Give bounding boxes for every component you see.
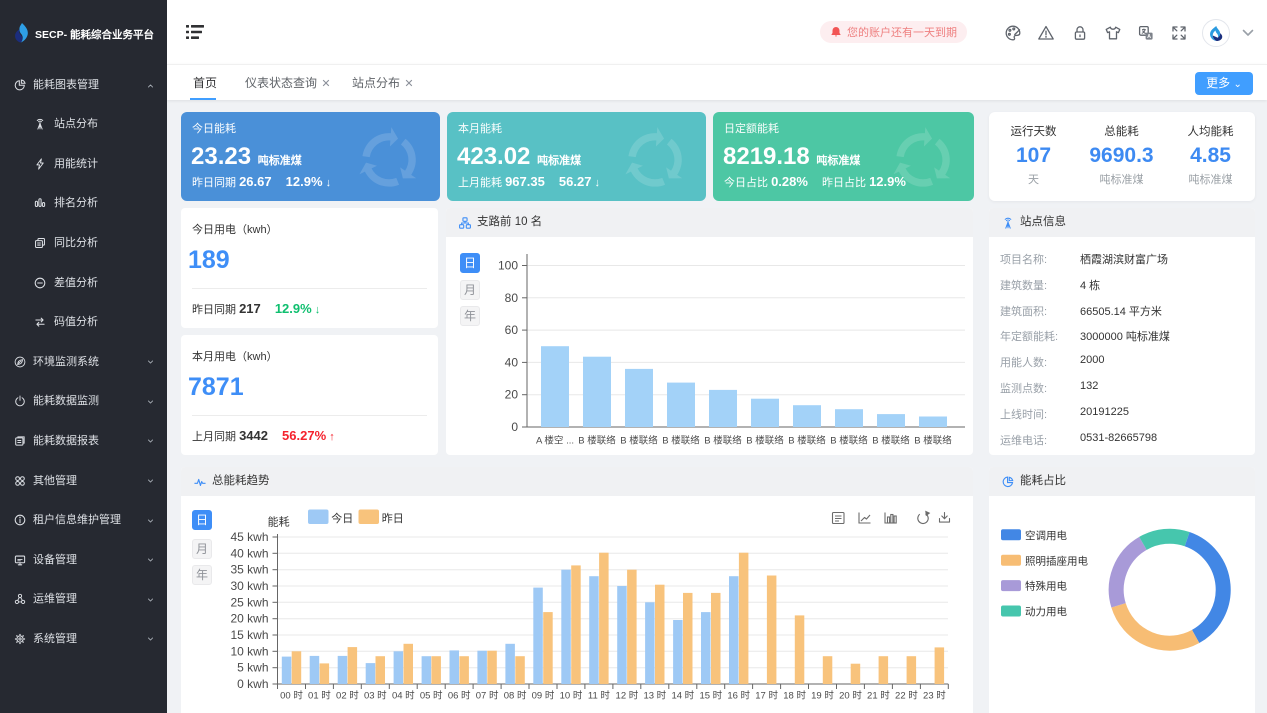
svg-text:照明插座用电: 照明插座用电 (1025, 554, 1088, 567)
svg-text:B 楼联络: B 楼联络 (662, 435, 700, 447)
svg-text:15 kwh: 15 kwh (230, 628, 268, 642)
svg-text:00 时: 00 时 (280, 690, 303, 702)
svg-text:能耗: 能耗 (268, 515, 290, 529)
svg-text:空调用电: 空调用电 (1025, 529, 1067, 542)
svg-text:22 时: 22 时 (895, 690, 918, 702)
svg-text:B 楼联络: B 楼联络 (578, 435, 616, 447)
svg-text:B 楼联络: B 楼联络 (620, 435, 658, 447)
svg-text:B 楼联络: B 楼联络 (872, 435, 910, 447)
svg-text:80: 80 (505, 291, 519, 305)
svg-text:45 kwh: 45 kwh (230, 530, 268, 544)
svg-text:05 时: 05 时 (420, 690, 443, 702)
svg-text:20 时: 20 时 (839, 690, 862, 702)
svg-text:B 楼联络: B 楼联络 (788, 435, 826, 447)
svg-text:03 时: 03 时 (364, 690, 387, 702)
svg-text:17 时: 17 时 (755, 690, 778, 702)
svg-text:B 楼联络: B 楼联络 (704, 435, 742, 447)
svg-text:A 楼空 ...: A 楼空 ... (536, 435, 574, 447)
svg-text:动力用电: 动力用电 (1025, 605, 1067, 618)
svg-text:08 时: 08 时 (504, 690, 527, 702)
svg-text:100: 100 (498, 259, 518, 273)
svg-text:06 时: 06 时 (448, 690, 471, 702)
svg-text:0 kwh: 0 kwh (237, 677, 268, 691)
svg-text:10 时: 10 时 (560, 690, 583, 702)
svg-text:20: 20 (505, 388, 519, 402)
svg-text:02 时: 02 时 (336, 690, 359, 702)
svg-text:18 时: 18 时 (783, 690, 806, 702)
svg-text:30 kwh: 30 kwh (230, 579, 268, 593)
svg-text:特殊用电: 特殊用电 (1025, 580, 1067, 593)
svg-text:B 楼联络: B 楼联络 (830, 435, 868, 447)
svg-text:A: A (1147, 34, 1151, 40)
svg-text:40 kwh: 40 kwh (230, 546, 268, 560)
svg-text:B 楼联络: B 楼联络 (914, 435, 952, 447)
svg-text:12 时: 12 时 (616, 690, 639, 702)
svg-text:01 时: 01 时 (308, 690, 331, 702)
svg-text:16 时: 16 时 (727, 690, 750, 702)
svg-text:19 时: 19 时 (811, 690, 834, 702)
svg-text:07 时: 07 时 (476, 690, 499, 702)
svg-text:35 kwh: 35 kwh (230, 563, 268, 577)
svg-text:0: 0 (511, 420, 518, 434)
svg-text:5 kwh: 5 kwh (237, 661, 268, 675)
svg-text:25 kwh: 25 kwh (230, 595, 268, 609)
svg-text:11 时: 11 时 (588, 690, 611, 702)
svg-text:60: 60 (505, 323, 519, 337)
svg-text:今日: 今日 (331, 511, 353, 525)
svg-text:14 时: 14 时 (671, 690, 694, 702)
svg-text:23 时: 23 时 (923, 690, 946, 702)
svg-text:20 kwh: 20 kwh (230, 612, 268, 626)
svg-text:09 时: 09 时 (532, 690, 555, 702)
svg-text:13 时: 13 时 (643, 690, 666, 702)
svg-text:04 时: 04 时 (392, 690, 415, 702)
svg-text:15 时: 15 时 (699, 690, 722, 702)
svg-text:昨日: 昨日 (382, 512, 404, 525)
svg-text:B 楼联络: B 楼联络 (746, 435, 784, 447)
svg-text:21 时: 21 时 (867, 690, 890, 702)
svg-text:10 kwh: 10 kwh (230, 644, 268, 658)
svg-text:40: 40 (505, 355, 519, 369)
